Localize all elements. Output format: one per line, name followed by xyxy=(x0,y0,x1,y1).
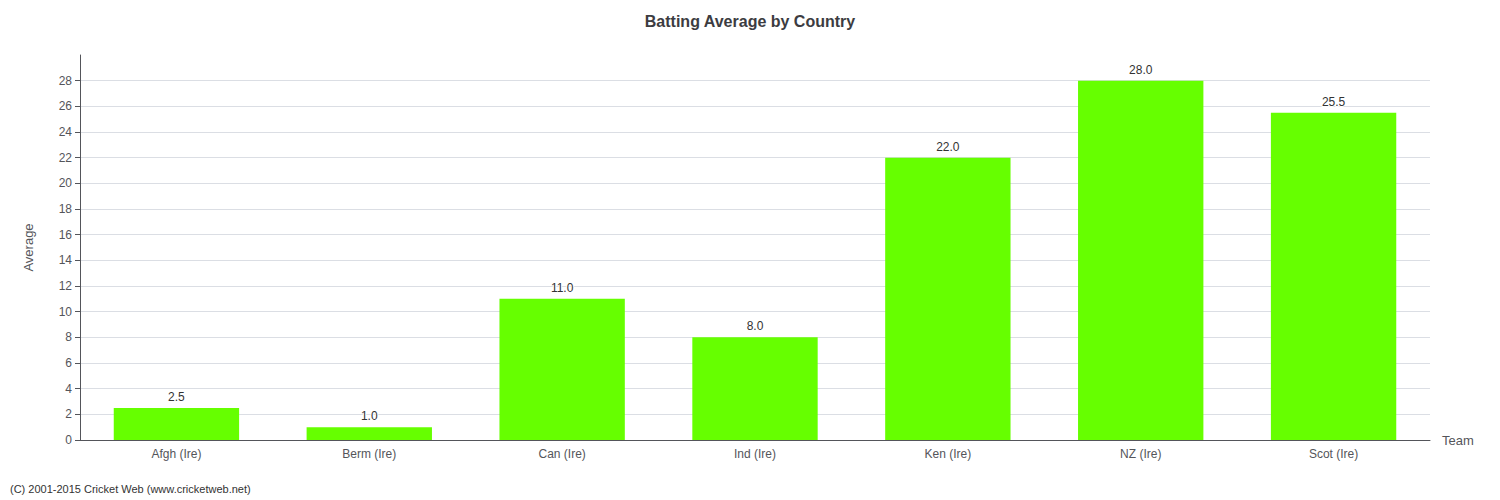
svg-text:26: 26 xyxy=(59,99,73,113)
svg-text:11.0: 11.0 xyxy=(551,281,574,295)
svg-text:6: 6 xyxy=(65,356,72,370)
svg-text:2.5: 2.5 xyxy=(168,390,185,404)
svg-text:Average: Average xyxy=(21,223,36,271)
svg-text:18: 18 xyxy=(59,202,73,216)
svg-text:Can (Ire): Can (Ire) xyxy=(538,447,585,461)
svg-text:Afgh (Ire): Afgh (Ire) xyxy=(151,447,201,461)
svg-text:Batting Average by Country: Batting Average by Country xyxy=(645,13,856,30)
svg-text:0: 0 xyxy=(65,433,72,447)
svg-text:28.0: 28.0 xyxy=(1129,63,1153,77)
svg-text:22: 22 xyxy=(59,151,73,165)
svg-text:20: 20 xyxy=(59,176,73,190)
svg-text:2: 2 xyxy=(65,407,72,421)
svg-text:10: 10 xyxy=(59,305,73,319)
svg-text:Ken (Ire): Ken (Ire) xyxy=(925,447,972,461)
svg-text:25.5: 25.5 xyxy=(1322,95,1346,109)
svg-text:Team: Team xyxy=(1442,433,1474,448)
svg-text:8.0: 8.0 xyxy=(747,319,764,333)
svg-text:NZ (Ire): NZ (Ire) xyxy=(1120,447,1161,461)
svg-text:28: 28 xyxy=(59,74,73,88)
svg-text:1.0: 1.0 xyxy=(361,409,378,423)
svg-text:8: 8 xyxy=(65,330,72,344)
svg-text:4: 4 xyxy=(65,382,72,396)
svg-text:Berm (Ire): Berm (Ire) xyxy=(342,447,396,461)
svg-text:24: 24 xyxy=(59,125,73,139)
svg-text:22.0: 22.0 xyxy=(936,140,960,154)
svg-text:14: 14 xyxy=(59,253,73,267)
svg-text:Ind (Ire): Ind (Ire) xyxy=(734,447,776,461)
svg-text:(C) 2001-2015 Cricket Web (www: (C) 2001-2015 Cricket Web (www.cricketwe… xyxy=(10,483,251,495)
svg-text:12: 12 xyxy=(59,279,73,293)
svg-text:Scot (Ire): Scot (Ire) xyxy=(1309,447,1358,461)
svg-text:16: 16 xyxy=(59,228,73,242)
